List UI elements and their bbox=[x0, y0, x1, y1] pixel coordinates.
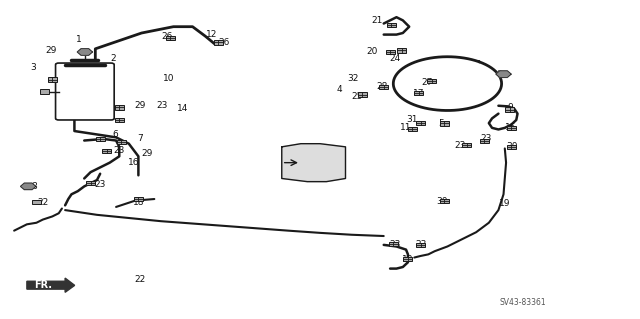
Polygon shape bbox=[27, 278, 75, 292]
Text: 2: 2 bbox=[110, 54, 116, 63]
Text: 24: 24 bbox=[390, 54, 401, 63]
Text: 13: 13 bbox=[402, 255, 413, 263]
Text: 29: 29 bbox=[141, 149, 152, 158]
Text: 9: 9 bbox=[507, 103, 513, 112]
Text: 12: 12 bbox=[206, 30, 218, 39]
Bar bbox=[115, 105, 124, 109]
Bar bbox=[48, 78, 57, 82]
Text: 17: 17 bbox=[413, 89, 424, 98]
Text: 22: 22 bbox=[134, 275, 146, 284]
Text: SV43-83361: SV43-83361 bbox=[499, 298, 546, 307]
Bar bbox=[380, 85, 388, 89]
Bar bbox=[102, 149, 111, 153]
Text: 21: 21 bbox=[372, 16, 383, 25]
Bar bbox=[134, 197, 143, 201]
Bar bbox=[462, 143, 471, 147]
Text: 7: 7 bbox=[138, 134, 143, 144]
Text: 6: 6 bbox=[112, 130, 118, 139]
Bar bbox=[507, 145, 516, 149]
Text: 20: 20 bbox=[367, 48, 378, 56]
Bar bbox=[86, 181, 95, 185]
Text: 11: 11 bbox=[400, 123, 412, 132]
Text: 29: 29 bbox=[45, 46, 57, 55]
Bar bbox=[480, 139, 489, 143]
Text: 23: 23 bbox=[390, 241, 401, 249]
Text: 30: 30 bbox=[507, 142, 518, 151]
Polygon shape bbox=[496, 71, 511, 78]
Bar bbox=[416, 243, 425, 247]
Text: 23: 23 bbox=[113, 146, 125, 155]
Text: 22: 22 bbox=[37, 198, 49, 207]
Text: 4: 4 bbox=[336, 85, 342, 94]
Bar bbox=[408, 127, 417, 131]
Bar bbox=[166, 35, 175, 40]
Text: 1: 1 bbox=[76, 35, 82, 44]
Text: 26: 26 bbox=[161, 32, 173, 41]
Text: 26: 26 bbox=[219, 38, 230, 47]
Text: 23: 23 bbox=[156, 101, 168, 110]
Bar bbox=[427, 79, 436, 83]
Text: 18: 18 bbox=[132, 198, 144, 207]
Text: 31: 31 bbox=[406, 115, 418, 124]
Text: 14: 14 bbox=[177, 104, 189, 113]
Bar bbox=[115, 118, 124, 122]
Bar bbox=[32, 200, 41, 204]
Text: 23: 23 bbox=[480, 134, 492, 144]
Text: 23: 23 bbox=[95, 180, 106, 189]
Bar bbox=[116, 140, 125, 144]
Bar bbox=[40, 89, 49, 94]
Bar bbox=[214, 40, 223, 45]
Polygon shape bbox=[20, 183, 36, 190]
Text: 25: 25 bbox=[351, 93, 363, 101]
Polygon shape bbox=[282, 144, 346, 182]
Text: 19: 19 bbox=[499, 199, 511, 208]
Bar bbox=[507, 126, 516, 130]
Text: 15: 15 bbox=[506, 123, 517, 132]
Text: 23: 23 bbox=[454, 141, 466, 150]
Bar bbox=[389, 242, 397, 247]
Text: 3: 3 bbox=[30, 63, 36, 72]
FancyBboxPatch shape bbox=[56, 63, 114, 120]
Text: 28: 28 bbox=[377, 82, 388, 91]
Bar bbox=[387, 23, 396, 27]
Text: 32: 32 bbox=[348, 74, 359, 83]
Text: 8: 8 bbox=[31, 182, 37, 191]
Polygon shape bbox=[77, 49, 93, 55]
Bar bbox=[358, 93, 367, 97]
Bar bbox=[403, 257, 412, 261]
Text: 27: 27 bbox=[421, 78, 433, 86]
Bar bbox=[506, 107, 515, 112]
Text: 23: 23 bbox=[415, 241, 426, 249]
Text: 10: 10 bbox=[163, 74, 174, 83]
Bar bbox=[96, 137, 104, 141]
Bar bbox=[416, 121, 425, 125]
Text: 29: 29 bbox=[134, 100, 146, 110]
Bar bbox=[414, 91, 423, 95]
Text: 16: 16 bbox=[128, 158, 140, 167]
Bar bbox=[386, 50, 394, 54]
Text: FR.: FR. bbox=[34, 280, 52, 290]
Bar bbox=[440, 121, 449, 126]
Text: 8: 8 bbox=[497, 70, 502, 78]
Text: 30: 30 bbox=[436, 197, 448, 206]
Bar bbox=[440, 199, 449, 204]
Bar bbox=[397, 48, 406, 53]
Text: 5: 5 bbox=[438, 119, 444, 128]
